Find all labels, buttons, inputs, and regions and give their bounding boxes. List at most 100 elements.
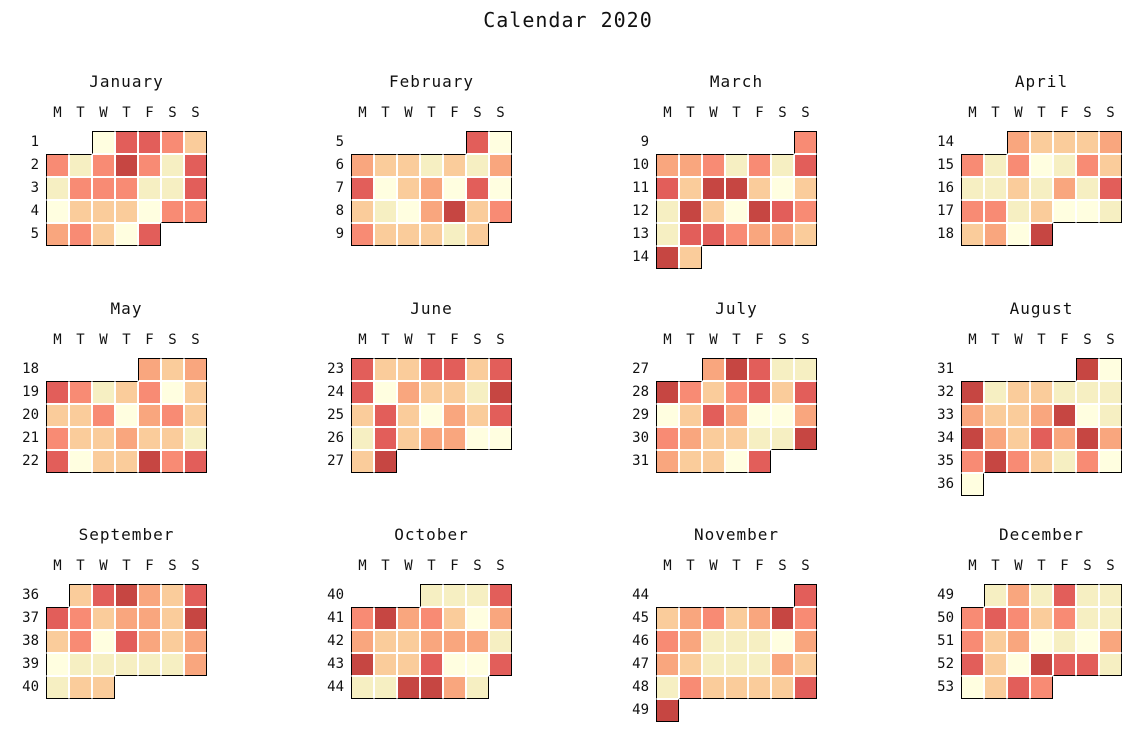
day-cell — [92, 177, 115, 200]
day-cell — [69, 200, 92, 223]
day-cell — [184, 450, 207, 473]
day-header-label: S — [496, 332, 505, 348]
day-cell — [702, 607, 725, 630]
day-cell — [443, 223, 466, 246]
day-cell — [420, 630, 443, 653]
day-cell — [489, 653, 512, 676]
day-cell — [725, 223, 748, 246]
day-cell — [1099, 200, 1122, 223]
day-cell — [489, 177, 512, 200]
week-row: 20 — [10, 404, 207, 427]
week-number: 5 — [335, 134, 344, 150]
week-number: 51 — [937, 633, 954, 649]
month-may: May M T W T F S S 18 19 20 21 22 — [10, 294, 207, 473]
day-cell — [138, 200, 161, 223]
week-number: 44 — [632, 587, 649, 603]
day-header-label: W — [99, 558, 108, 574]
day-cell — [184, 427, 207, 450]
day-cell — [961, 607, 984, 630]
day-header-label: M — [53, 332, 62, 348]
week-row: 48 — [620, 676, 817, 699]
day-cell — [69, 427, 92, 450]
day-cell — [725, 358, 748, 381]
week-number: 36 — [22, 587, 39, 603]
day-cell — [92, 154, 115, 177]
day-cell — [748, 676, 771, 699]
day-cell — [748, 427, 771, 450]
day-header-label: T — [122, 332, 131, 348]
day-cell — [46, 404, 69, 427]
day-cell — [794, 358, 817, 381]
day-cell — [1076, 404, 1099, 427]
day-header-label: S — [191, 558, 200, 574]
day-cell — [984, 653, 1007, 676]
week-number: 37 — [22, 610, 39, 626]
week-row: 10 — [620, 154, 817, 177]
week-number: 15 — [937, 157, 954, 173]
day-cell — [1076, 450, 1099, 473]
week-number: 44 — [327, 679, 344, 695]
month-april: April M T W T F S S 14 15 16 17 18 — [925, 67, 1122, 246]
month-title: July — [715, 299, 758, 318]
day-cell — [656, 200, 679, 223]
week-row: 15 — [925, 154, 1122, 177]
day-header-label: T — [122, 558, 131, 574]
day-cell — [184, 358, 207, 381]
week-number: 25 — [327, 407, 344, 423]
week-row: 30 — [620, 427, 817, 450]
empty-cell — [748, 584, 771, 607]
day-cell — [443, 177, 466, 200]
week-number: 1 — [30, 134, 39, 150]
day-cell — [1053, 584, 1076, 607]
week-number: 35 — [937, 453, 954, 469]
day-cell — [961, 450, 984, 473]
week-grid: 23 24 25 26 27 — [315, 358, 512, 473]
day-cell — [679, 177, 702, 200]
day-cell — [420, 584, 443, 607]
day-cell — [351, 653, 374, 676]
day-cell — [984, 404, 1007, 427]
day-cell — [138, 427, 161, 450]
day-cell — [794, 676, 817, 699]
week-number: 31 — [937, 361, 954, 377]
day-cell — [69, 676, 92, 699]
day-header-label: T — [732, 332, 741, 348]
week-number: 43 — [327, 656, 344, 672]
day-cell — [656, 404, 679, 427]
week-number: 32 — [937, 384, 954, 400]
day-cell — [420, 653, 443, 676]
day-cell — [961, 427, 984, 450]
week-row: 40 — [315, 584, 512, 607]
day-header-label: S — [778, 332, 787, 348]
empty-cell — [679, 699, 702, 722]
empty-cell — [46, 358, 69, 381]
day-header-label: M — [53, 558, 62, 574]
day-header-label: S — [1106, 332, 1115, 348]
day-cell — [1076, 653, 1099, 676]
day-cell — [725, 676, 748, 699]
week-row: 18 — [10, 358, 207, 381]
day-cell — [466, 653, 489, 676]
day-header-label: M — [968, 332, 977, 348]
day-cell — [1076, 584, 1099, 607]
day-cell — [1053, 630, 1076, 653]
day-cell — [1053, 450, 1076, 473]
day-cell — [115, 404, 138, 427]
week-number: 45 — [632, 610, 649, 626]
day-cell — [748, 177, 771, 200]
day-cell — [115, 427, 138, 450]
day-header-label: M — [358, 332, 367, 348]
day-cell — [161, 154, 184, 177]
month-november: November M T W T F S S 44 45 46 47 48 49 — [620, 520, 817, 722]
day-cell — [466, 607, 489, 630]
empty-cell — [679, 584, 702, 607]
week-number: 39 — [22, 656, 39, 672]
empty-cell — [1076, 676, 1099, 699]
week-row: 3 — [10, 177, 207, 200]
day-cell — [702, 154, 725, 177]
empty-cell — [1053, 473, 1076, 496]
day-cell — [466, 131, 489, 154]
day-cell — [794, 200, 817, 223]
day-cell — [489, 381, 512, 404]
week-row: 46 — [620, 630, 817, 653]
